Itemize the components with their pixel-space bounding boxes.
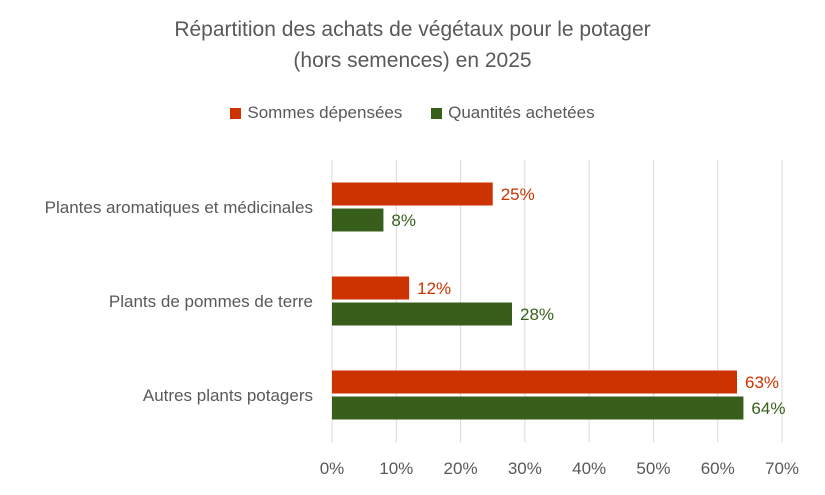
bar — [332, 302, 512, 326]
bar — [332, 182, 493, 206]
data-label: 64% — [751, 399, 785, 418]
legend-item-sommes: Sommes dépensées — [230, 103, 402, 123]
data-label: 25% — [501, 185, 535, 204]
category-label: Plants de pommes de terre — [109, 292, 313, 311]
legend-item-quantites: Quantités achetées — [431, 103, 595, 123]
chart-legend: Sommes dépensées Quantités achetées — [0, 103, 825, 124]
chart-title-line-2: (hors semences) en 2025 — [293, 49, 532, 72]
data-label: 8% — [391, 211, 416, 230]
bars — [332, 182, 744, 420]
x-tick-label: 50% — [636, 459, 670, 478]
legend-label-sommes: Sommes dépensées — [247, 103, 403, 122]
gridlines — [331, 160, 783, 442]
data-label: 12% — [417, 279, 451, 298]
x-tick-label: 20% — [444, 459, 478, 478]
legend-swatch-quantites — [431, 107, 443, 119]
category-labels: Plantes aromatiques et médicinales Plants… — [45, 198, 313, 405]
bar — [332, 396, 744, 420]
chart-title-line-1: Répartition des achats de végétaux pour … — [174, 18, 651, 41]
x-tick-label: 30% — [508, 459, 542, 478]
data-label: 28% — [520, 305, 554, 324]
x-tick-label: 70% — [765, 459, 799, 478]
chart-title: Répartition des achats de végétaux pour … — [0, 14, 825, 76]
x-tick-label: 40% — [572, 459, 606, 478]
legend-label-quantites: Quantités achetées — [448, 103, 595, 122]
bar — [332, 276, 410, 300]
category-label: Autres plants potagers — [143, 386, 313, 405]
x-tick-label: 0% — [320, 459, 345, 478]
data-labels: 25% 8% 12% 28% 63% 64% — [391, 185, 785, 418]
x-tick-label: 60% — [701, 459, 735, 478]
x-tick-labels: 0% 10% 20% 30% 40% 50% 60% 70% — [320, 459, 799, 478]
category-label: Plantes aromatiques et médicinales — [45, 198, 313, 217]
data-label: 63% — [745, 373, 779, 392]
bar — [332, 370, 737, 394]
x-tick-label: 10% — [379, 459, 413, 478]
legend-swatch-sommes — [230, 107, 242, 119]
bar — [332, 208, 384, 232]
